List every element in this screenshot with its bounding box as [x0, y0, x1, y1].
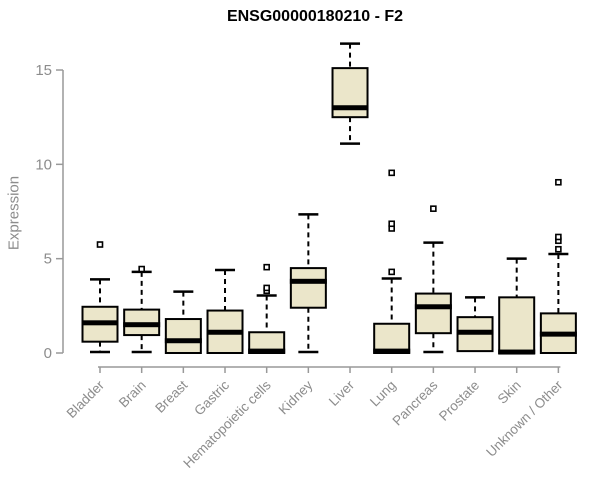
outlier-point	[263, 263, 270, 271]
iqr-box	[373, 322, 411, 354]
outlier-point	[555, 245, 562, 253]
median-line	[206, 329, 244, 335]
x-tick-label: Liver	[326, 377, 358, 409]
y-tick-label: 10	[35, 156, 52, 173]
y-tick-label: 0	[44, 345, 52, 362]
iqr-box	[164, 318, 202, 354]
x-tick-label: Prostate	[436, 378, 482, 424]
outlier-point	[555, 233, 562, 241]
median-line	[123, 322, 161, 328]
outlier-point	[263, 284, 270, 292]
median-line	[539, 331, 577, 337]
median-line	[164, 338, 202, 344]
outlier-point	[388, 220, 395, 228]
iqr-box	[498, 296, 536, 355]
outlier-point	[96, 241, 104, 248]
outlier-point	[138, 265, 145, 273]
y-tick-label: 15	[35, 62, 52, 79]
median-line	[289, 278, 327, 284]
chart-title: ENSG00000180210 - F2	[226, 8, 404, 25]
iqr-box	[289, 267, 327, 309]
outlier-point	[388, 169, 395, 177]
x-tick-label: Kidney	[276, 377, 316, 417]
median-line	[331, 105, 369, 111]
median-line	[373, 348, 411, 354]
y-tick-label: 5	[44, 251, 52, 268]
outlier-point	[388, 268, 395, 276]
x-tick-label: Skin	[495, 378, 524, 407]
x-tick-label: Breast	[152, 377, 190, 415]
median-line	[456, 329, 494, 335]
median-line	[248, 348, 286, 354]
x-tick-label: Bladder	[64, 377, 108, 421]
median-line	[498, 349, 536, 355]
x-tick-label: Gastric	[191, 377, 232, 418]
x-tick-label: Lung	[367, 378, 399, 410]
outlier-point	[555, 178, 562, 186]
x-tick-label: Pancreas	[390, 377, 441, 428]
x-tick-label: Unknown / Other	[483, 377, 566, 460]
x-tick-label: Brain	[116, 378, 149, 411]
median-line	[81, 320, 119, 326]
outlier-point	[430, 205, 437, 212]
iqr-box	[414, 292, 452, 335]
y-axis-label: Expression	[5, 175, 23, 251]
median-line	[414, 304, 452, 310]
